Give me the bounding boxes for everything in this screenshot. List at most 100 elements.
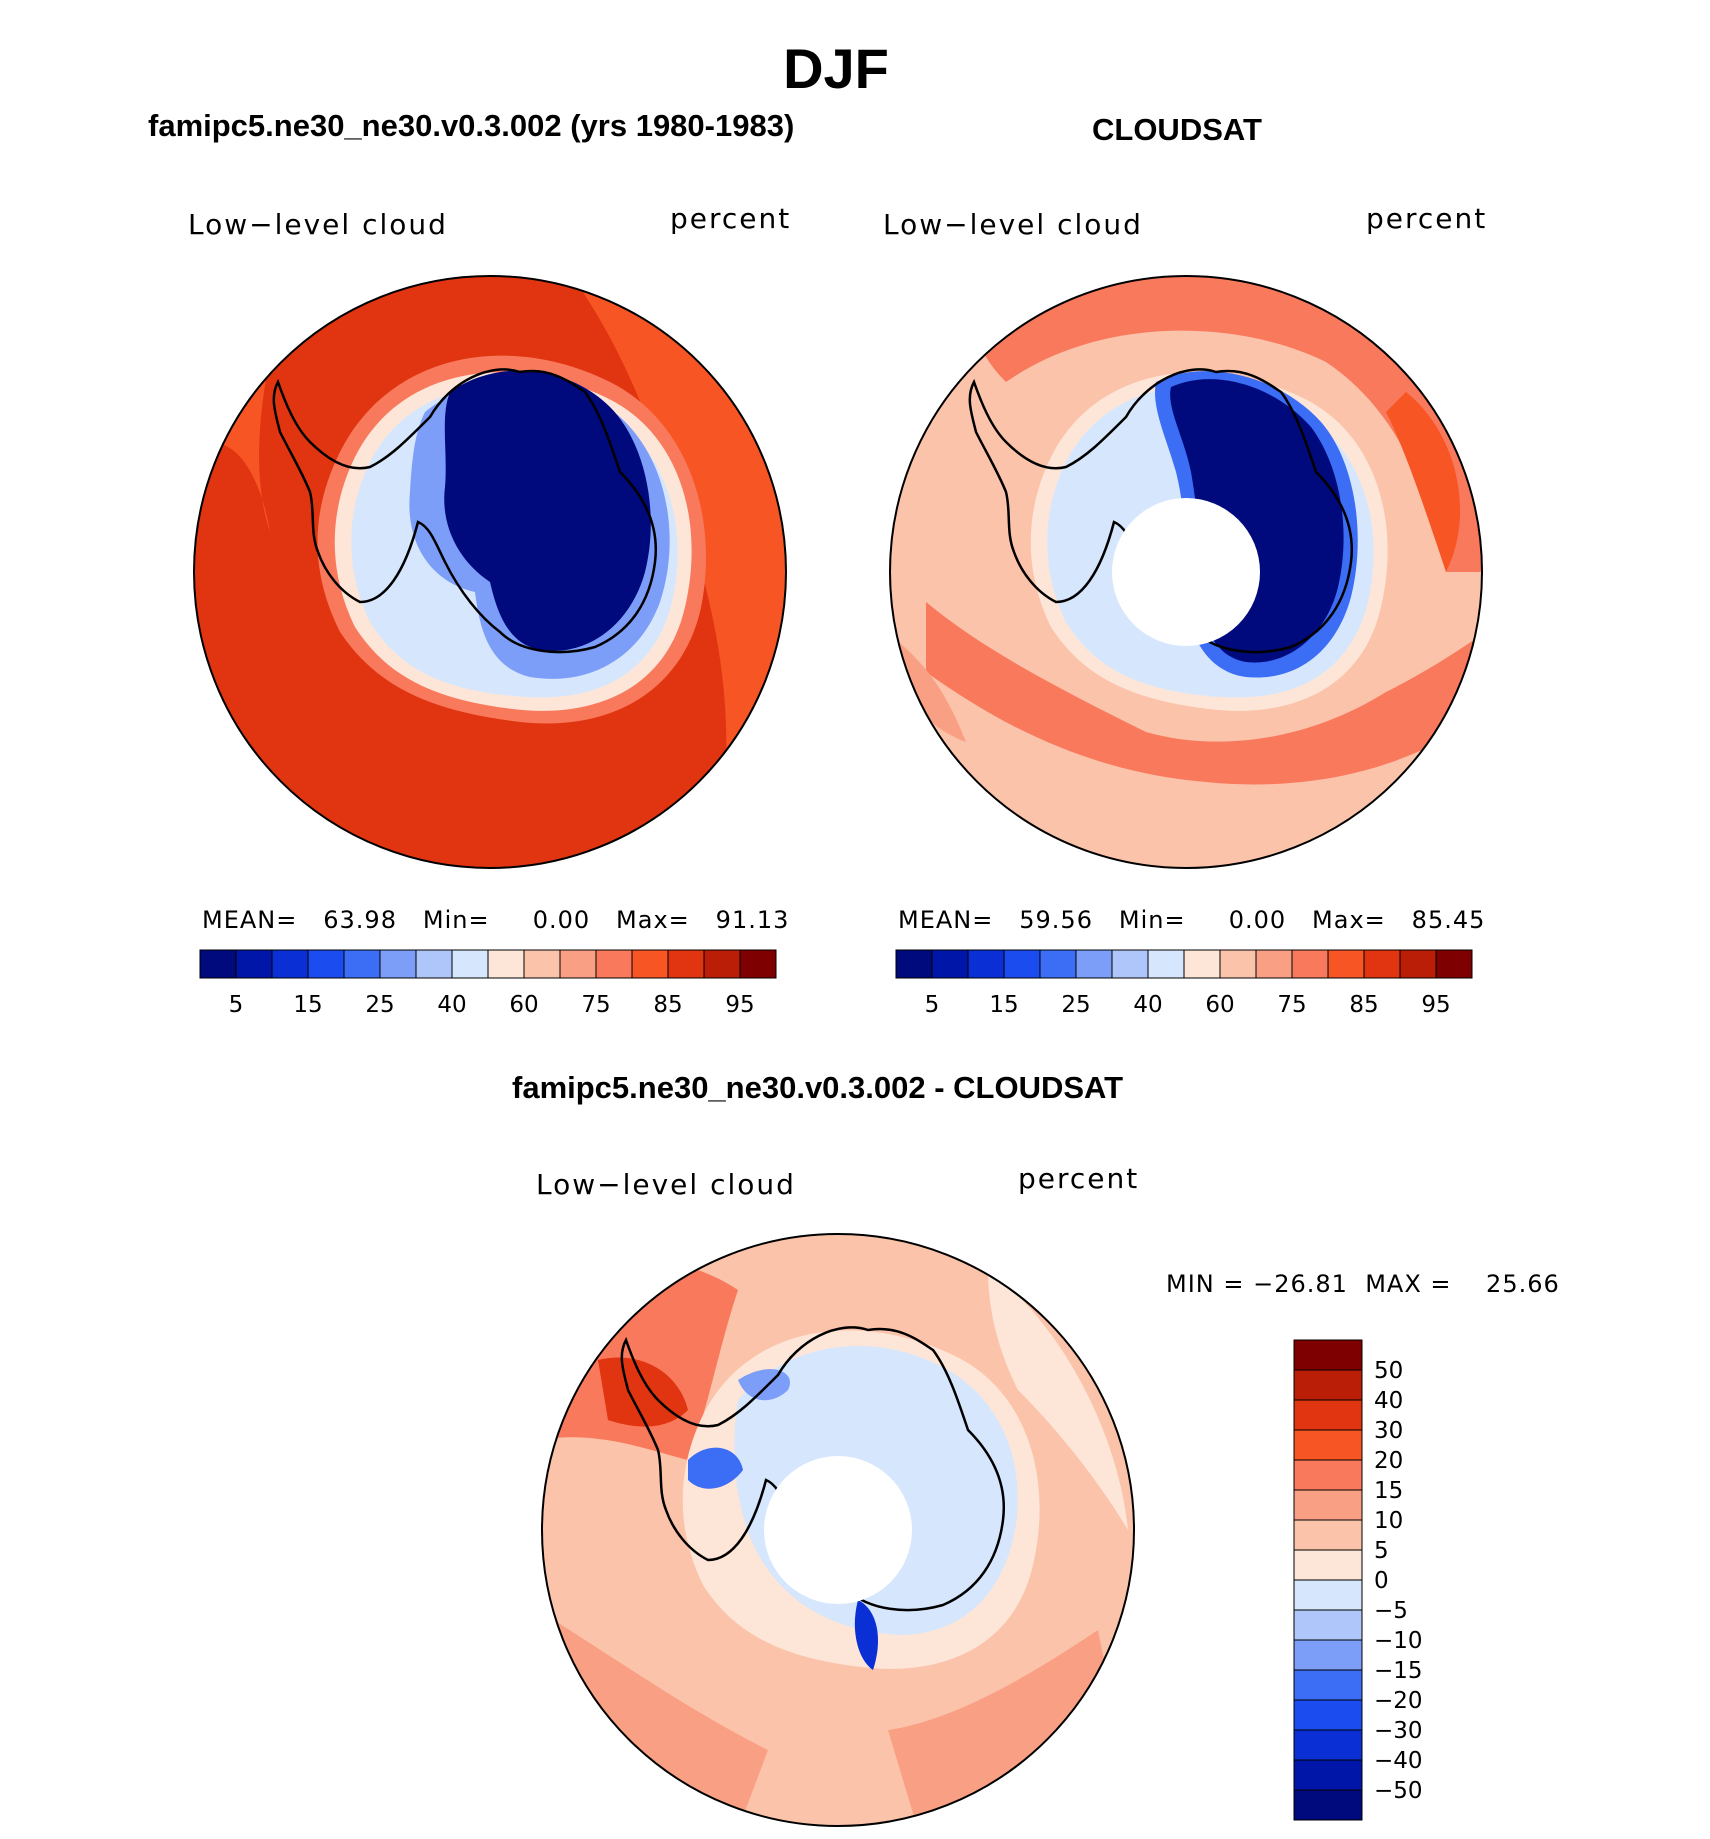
- max-value: 91.13: [715, 906, 790, 934]
- colorbar-tick-label: 20: [1374, 1448, 1403, 1474]
- colorbar-tick-label: 5: [229, 992, 244, 1018]
- colorbar-swatch: [1293, 1669, 1363, 1701]
- colorbar-swatch: [379, 949, 417, 979]
- colorbar-swatch: [1147, 949, 1185, 979]
- colorbar-tick-label: 5: [1374, 1538, 1389, 1564]
- diff-strong-west: [598, 1357, 688, 1427]
- panel-right-units-label: percent: [1366, 202, 1488, 235]
- colorbar-tick-label: 40: [1374, 1388, 1403, 1414]
- colorbar-tick-label: 85: [653, 992, 682, 1018]
- max-label: Max=: [616, 906, 690, 934]
- panel-diff-title: famipc5.ne30_ne30.v0.3.002 - CLOUDSAT: [512, 1070, 1124, 1105]
- colorbar-tick-label: 25: [365, 992, 394, 1018]
- min-label: Min=: [422, 906, 490, 934]
- colorbar-swatch: [1291, 949, 1329, 979]
- colorbar-swatch: [307, 949, 345, 979]
- colorbar-swatch: [703, 949, 741, 979]
- colorbar-swatch: [1363, 949, 1401, 979]
- colorbar-tick-label: 40: [437, 992, 466, 1018]
- max-label: MAX =: [1365, 1270, 1452, 1298]
- colorbar-swatch: [1293, 1699, 1363, 1731]
- min-value: 0.00: [532, 906, 591, 934]
- colorbar-tick-label: −20: [1374, 1688, 1423, 1714]
- ocean-band-north: [966, 276, 1482, 572]
- colorbar-swatch: [1183, 949, 1221, 979]
- colorbar-tick-label: 15: [293, 992, 322, 1018]
- colorbar-swatch: [595, 949, 633, 979]
- min-label: MIN =: [1166, 1270, 1245, 1298]
- ocean-patch-southwest: [890, 632, 966, 742]
- colorbar-tick-label: 60: [509, 992, 538, 1018]
- colorbar-tick-label: 75: [581, 992, 610, 1018]
- colorbar-tick-label: −50: [1374, 1778, 1423, 1804]
- panel-right-stats: MEAN= 59.56 Min= 0.00 Max= 85.45: [898, 906, 1485, 934]
- panel-right-title: CLOUDSAT: [1092, 112, 1262, 147]
- ocean-band-east: [570, 276, 786, 868]
- colorbar-tick-label: −5: [1374, 1598, 1408, 1624]
- max-label: Max=: [1312, 906, 1386, 934]
- map-boundary: [193, 275, 787, 869]
- colorbar-swatch: [235, 949, 273, 979]
- colorbar-swatch: [1293, 1729, 1363, 1761]
- colorbar-tick-label: 85: [1349, 992, 1378, 1018]
- colorbar-tick-label: 0: [1374, 1568, 1389, 1594]
- colorbar-swatch: [1219, 949, 1257, 979]
- colorbar-swatch: [631, 949, 669, 979]
- colorbar-cloudsat: 5 15 25 40 60 75 85 95: [895, 949, 1473, 1018]
- colorbar-swatch: [1255, 949, 1293, 979]
- colorbar-tick-label: −15: [1374, 1658, 1423, 1684]
- panel-left-stats: MEAN= 63.98 Min= 0.00 Max= 91.13: [202, 906, 789, 934]
- colorbar-swatch: [1293, 1369, 1363, 1401]
- coastline-antarctica: [272, 368, 658, 654]
- colorbar-swatch: [1075, 949, 1113, 979]
- colorbar-tick-label: 95: [725, 992, 754, 1018]
- colorbar-tick-label: 60: [1205, 992, 1234, 1018]
- map-cloudsat: [889, 275, 1483, 869]
- panel-left-title: famipc5.ne30_ne30.v0.3.002 (yrs 1980-198…: [148, 108, 795, 143]
- panel-diff-stats: MIN = −26.81 MAX = 25.66: [1166, 1270, 1560, 1298]
- map-model: [193, 275, 787, 869]
- colorbar-swatch: [415, 949, 453, 979]
- mean-label: MEAN=: [202, 906, 298, 934]
- colorbar-swatch: [895, 949, 933, 979]
- map-boundary: [889, 275, 1483, 869]
- colorbar-tick-label: 5: [925, 992, 940, 1018]
- colorbar-swatch: [343, 949, 381, 979]
- colorbar-tick-label: −40: [1374, 1748, 1423, 1774]
- colorbar-swatch: [667, 949, 705, 979]
- colorbar-swatch: [1327, 949, 1365, 979]
- min-value: −26.81: [1253, 1270, 1348, 1298]
- colorbar-tick-label: −10: [1374, 1628, 1423, 1654]
- missing-data-pole: [764, 1456, 912, 1604]
- ocean-patch-east: [1386, 392, 1461, 572]
- colorbar-swatch: [1293, 1759, 1363, 1791]
- colorbar-tick-label: 30: [1374, 1418, 1403, 1444]
- colorbar-swatch: [523, 949, 561, 979]
- missing-data-pole: [1112, 498, 1260, 646]
- colorbar-tick-label: 40: [1133, 992, 1162, 1018]
- diff-negative-patch-west: [688, 1447, 743, 1489]
- panel-diff-field-label: Low−level cloud: [536, 1168, 796, 1201]
- colorbar-tick-label: 15: [1374, 1478, 1403, 1504]
- colorbar-tick-label: 75: [1277, 992, 1306, 1018]
- colorbar-swatch: [1293, 1639, 1363, 1671]
- mean-value: 59.56: [1019, 906, 1093, 934]
- colorbar-swatch: [199, 949, 237, 979]
- colorbar-swatch: [1293, 1519, 1363, 1551]
- colorbar-swatch: [1435, 949, 1473, 979]
- map-difference: [541, 1233, 1135, 1827]
- colorbar-tick-label: 95: [1421, 992, 1450, 1018]
- mean-label: MEAN=: [898, 906, 994, 934]
- diff-near-zero-east: [988, 1270, 1128, 1530]
- colorbar-tick-label: −30: [1374, 1718, 1423, 1744]
- mean-value: 63.98: [323, 906, 397, 934]
- panel-left-field-label: Low−level cloud: [188, 208, 448, 241]
- colorbar-swatch: [559, 949, 597, 979]
- colorbar-swatch: [967, 949, 1005, 979]
- low-cloud-core: [444, 370, 651, 652]
- colorbar-swatch: [1293, 1339, 1363, 1371]
- colorbar-tick-label: 25: [1061, 992, 1090, 1018]
- colorbar-swatch: [931, 949, 969, 979]
- colorbar-swatch: [1293, 1459, 1363, 1491]
- diff-negative-patch-south: [854, 1600, 878, 1670]
